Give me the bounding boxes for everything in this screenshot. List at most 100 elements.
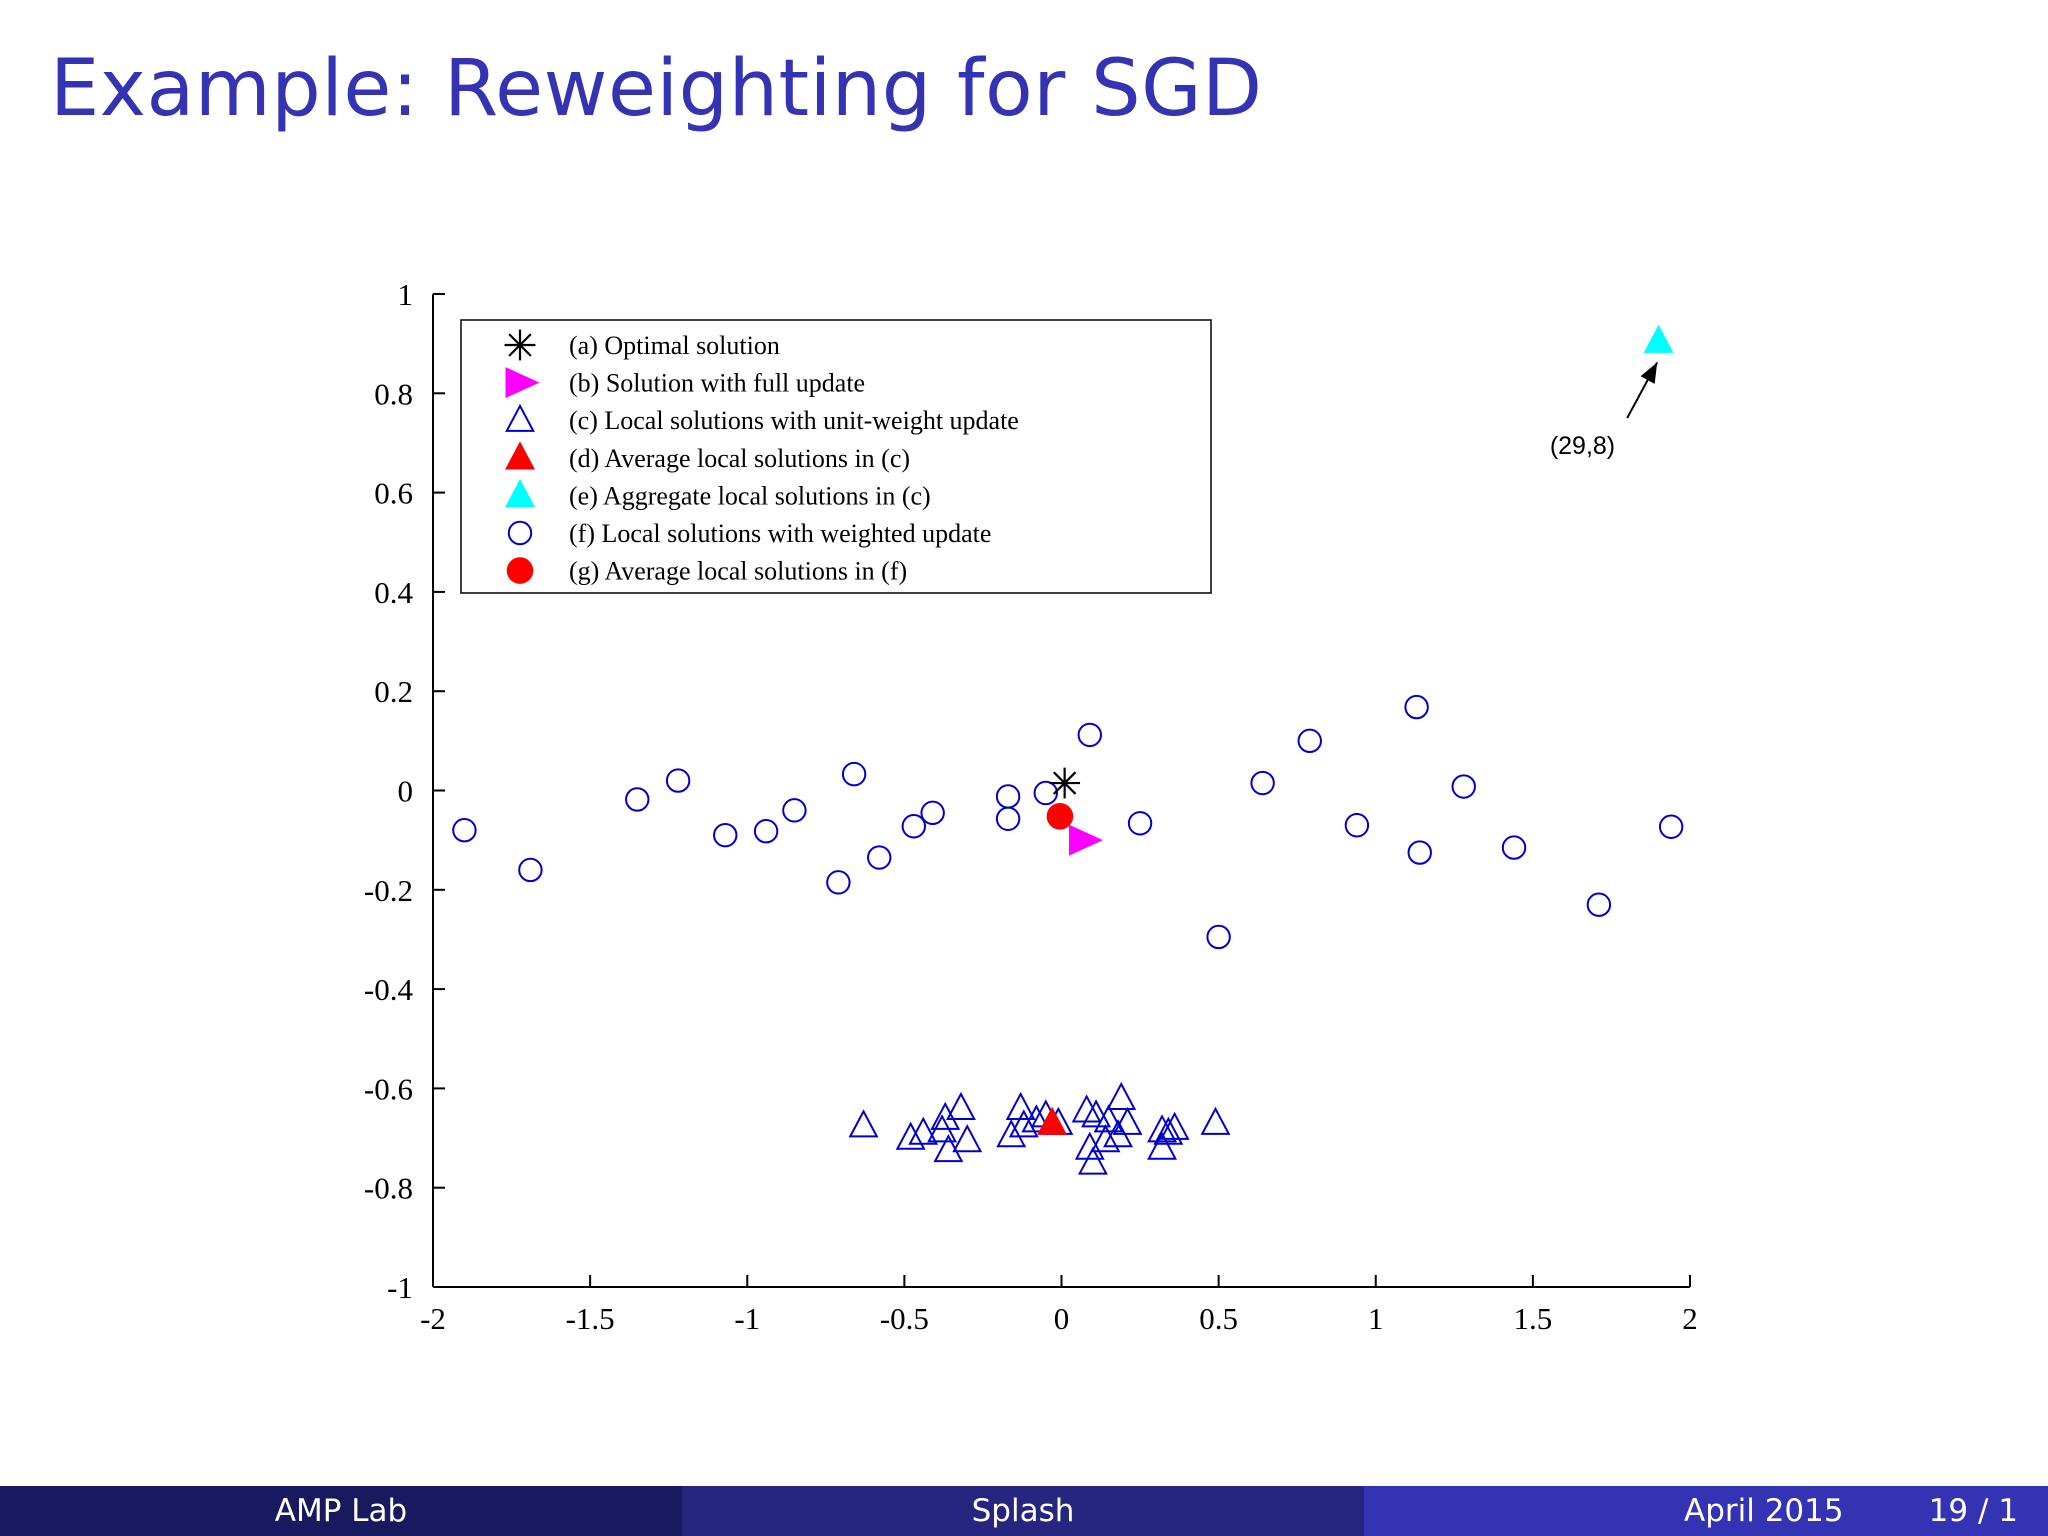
data-point-triangle-open [1153, 1116, 1184, 1145]
data-point-circle-open [1297, 728, 1322, 754]
footer-institution: AMP Lab [0, 1486, 682, 1536]
scatter-chart: -2 -1.5 -1 -0.5 0 0.5 1 1.5 2 1 0.8 0.6 0.4 0.2 0 -0.2 -… [364, 277, 1698, 1336]
data-point-triangle-open [1200, 1106, 1231, 1135]
asterisk-stroke [508, 333, 532, 357]
footer-date: April 2015 [1684, 1493, 1844, 1529]
y-tick-label: -0.2 [364, 873, 413, 908]
legend-label: (g) Average local solutions in (f) [569, 557, 907, 586]
data-point-circle-open [1033, 780, 1058, 806]
data-point-circle-open [1250, 770, 1275, 796]
data-point-triangle-open [952, 1124, 983, 1153]
legend-marker [505, 367, 540, 399]
data-point-circle-open [1586, 892, 1612, 917]
legend-label: (d) Average local solutions in (c) [569, 444, 910, 473]
x-tick-label: -1.5 [566, 1301, 615, 1336]
data-point-triangle-open [1090, 1124, 1121, 1153]
x-tick-label: -1 [734, 1301, 760, 1336]
data-point-circle-open [1407, 840, 1432, 865]
x-tick-label: 2 [1682, 1301, 1698, 1336]
data-point-triangle-open [848, 1109, 879, 1138]
x-tick-label: 1.5 [1514, 1301, 1553, 1336]
data-point-circle-open [1344, 813, 1370, 838]
data-point-triangle-open [1106, 1081, 1137, 1111]
data-point-triangle-open [933, 1134, 964, 1163]
chart-axes: -2 -1.5 -1 -0.5 0 0.5 1 1.5 2 1 0.8 0.6 0.4 0.2 0 -0.2 -… [364, 277, 1698, 1336]
legend-marker [505, 403, 535, 432]
y-tick-label: 0.6 [374, 476, 413, 511]
y-tick-label: 0.2 [374, 674, 413, 709]
data-point-circle-open [901, 814, 927, 839]
slide-footer: AMP Lab Splash April 2015 19 / 1 [0, 1486, 2048, 1536]
y-tick-label: 0.4 [374, 575, 413, 610]
legend-marker [505, 478, 535, 508]
y-tick-label: -0.4 [364, 972, 414, 1007]
data-point-circle-open [753, 819, 779, 844]
data-point-triangle-open [1112, 1106, 1143, 1135]
x-tick-label: -0.5 [880, 1301, 929, 1336]
legend-label: (f) Local solutions with weighted update [569, 519, 991, 548]
data-point-asterisk [1049, 767, 1081, 799]
legend-label: (e) Aggregate local solutions in (c) [569, 481, 931, 510]
legend-marker [506, 557, 534, 584]
data-point-circle-open [452, 818, 477, 843]
data-point-triangle-open [1093, 1104, 1124, 1133]
data-point-triangle-open [895, 1121, 926, 1150]
y-tick-label: 1 [398, 277, 414, 312]
data-point-circle-open [1206, 924, 1231, 950]
data-point-circle-open [782, 798, 807, 823]
footer-project: Splash [682, 1486, 1364, 1536]
chart-annotation: (29,8) [1550, 362, 1659, 460]
legend-label: (b) Solution with full update [569, 369, 865, 398]
x-tick-label: 0 [1054, 1301, 1070, 1336]
data-point-triangle-open [930, 1101, 961, 1130]
data-point-triangle-filled [1037, 1106, 1068, 1135]
data-point-circle-open [841, 761, 867, 787]
data-point-circle-open [665, 768, 691, 793]
data-point-circle-open [1127, 811, 1153, 836]
data-point-triangle-open [1071, 1094, 1102, 1123]
data-point-triangle-open [1074, 1131, 1105, 1160]
y-tick-label: 0 [398, 774, 414, 809]
chart-legend: (a) Optimal solution (b) Solution with fu… [460, 319, 1212, 594]
asterisk-stroke [1052, 771, 1077, 795]
legend-label: (a) Optimal solution [569, 331, 780, 360]
data-point-circle-filled [1046, 803, 1074, 830]
data-point-circle-open [625, 787, 650, 812]
data-point-circle-open [713, 822, 738, 848]
data-point-triangle-open [996, 1119, 1027, 1148]
y-tick-label: -0.6 [364, 1071, 413, 1106]
data-point-triangle-open [1147, 1114, 1178, 1143]
data-point-triangle-open [1081, 1099, 1112, 1128]
annotation-label: (29,8) [1550, 432, 1615, 460]
data-point-circle-open [1451, 774, 1476, 799]
data-point-circle-open [1077, 722, 1102, 748]
legend-box [460, 319, 1212, 594]
y-tick-label: 0.8 [374, 376, 413, 411]
data-point-triangle-open [1008, 1109, 1039, 1138]
y-tick-label: -1 [387, 1270, 413, 1305]
legend-label: (c) Local solutions with unit-weight upd… [569, 406, 1019, 435]
data-point-circle-open [518, 857, 543, 883]
data-point-triangle-open [1147, 1131, 1178, 1160]
data-point-circle-open [1658, 814, 1684, 839]
data-point-triangle-open [945, 1091, 976, 1120]
annotation-arrow-head [1640, 362, 1658, 384]
data-point-circle-open [1501, 835, 1527, 860]
chart-marks [452, 324, 1684, 1175]
legend-marker [507, 520, 533, 546]
data-point-triangle-right [1068, 824, 1103, 856]
y-tick-label: -0.8 [364, 1171, 413, 1206]
data-point-circle-open [867, 845, 892, 870]
legend-marker [504, 329, 536, 361]
data-point-circle-open [826, 870, 851, 895]
data-point-circle-open [1404, 694, 1429, 720]
data-point-triangle-open [1159, 1111, 1190, 1140]
x-tick-label: -2 [420, 1301, 446, 1336]
x-tick-label: 0.5 [1199, 1301, 1238, 1336]
footer-page-number: 19 / 1 [1928, 1493, 2018, 1529]
slide-title: Example: Reweighting for SGD [50, 44, 1263, 134]
data-point-circle-open [995, 806, 1021, 832]
data-point-circle-open [920, 800, 945, 826]
data-point-circle-open [995, 784, 1021, 809]
legend-marker [505, 441, 535, 470]
